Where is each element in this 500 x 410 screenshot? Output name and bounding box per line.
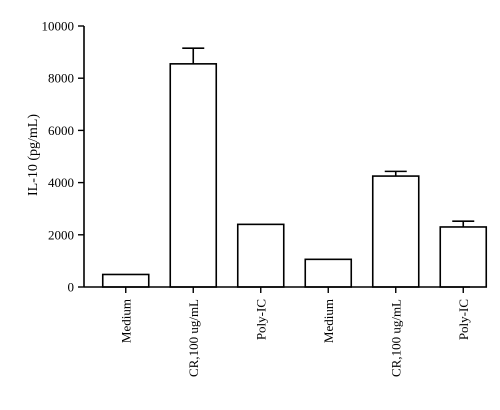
bar	[439, 226, 488, 288]
x-category-label: Poly-IC	[456, 299, 471, 340]
x-category-label: Medium	[118, 299, 133, 343]
y-tick-label: 2000	[48, 227, 74, 242]
bar	[101, 273, 150, 288]
x-axis: Medium CR,100 ug/mL Poly-IC Medium CR,100 ug…	[84, 286, 471, 377]
bars	[101, 47, 488, 288]
bar	[169, 63, 218, 288]
x-category-label: Poly-IC	[253, 299, 268, 340]
y-tick-label: 0	[68, 280, 75, 295]
y-tick-label: 10000	[42, 19, 75, 34]
x-category-label: CR,100 ug/mL	[186, 299, 201, 377]
bar	[371, 175, 420, 288]
x-category-label: Medium	[321, 299, 336, 343]
y-tick-label: 8000	[48, 71, 74, 86]
y-tick-label: 4000	[48, 175, 74, 190]
bar	[304, 258, 353, 288]
y-axis-title: IL-10 (pg/mL)	[26, 114, 41, 196]
x-category-label: CR,100 ug/mL	[388, 299, 403, 377]
bar	[236, 223, 285, 288]
y-axis: 0 2000 4000 6000 8000 10000	[42, 19, 85, 295]
y-tick-label: 6000	[48, 123, 74, 138]
